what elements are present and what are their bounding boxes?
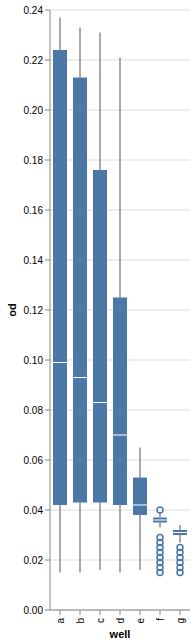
y-tick [45,160,50,161]
median [153,520,167,521]
whisker-low [180,535,181,543]
outlier [177,570,183,576]
y-tick [45,310,50,311]
box [133,478,147,516]
median [133,505,147,506]
box [113,298,127,506]
y-tick-label: 0.06 [24,455,44,466]
box [93,170,107,503]
x-tick [180,610,181,615]
y-tick [45,510,50,511]
x-tick [160,610,161,615]
y-tick-label: 0.02 [24,555,44,566]
median [113,435,127,436]
outlier [157,507,163,513]
y-tick-label: 0.10 [24,355,44,366]
box [173,530,187,535]
x-tick-label: f [155,618,166,621]
y-tick [45,610,50,611]
y-tick-label: 0.24 [24,5,44,16]
x-tick [140,610,141,615]
box [73,78,87,503]
grid-line [50,10,190,11]
whisker-low [140,515,141,570]
y-tick [45,560,50,561]
y-tick [45,260,50,261]
y-tick-label: 0.08 [24,405,44,416]
y-tick [45,210,50,211]
whisker-high [180,525,181,530]
y-tick-label: 0.16 [24,205,44,216]
y-tick-label: 0.04 [24,505,44,516]
x-tick [80,610,81,615]
y-tick [45,360,50,361]
x-tick-label: c [95,618,106,623]
median [93,402,107,403]
y-axis-line [50,10,51,610]
whisker-low [100,503,101,571]
whisker-high [60,18,61,51]
y-tick-label: 0.14 [24,255,44,266]
y-tick [45,10,50,11]
median [53,362,67,363]
x-tick-label: d [115,618,126,624]
box [53,50,67,505]
x-tick [60,610,61,615]
y-tick-label: 0.20 [24,105,44,116]
x-tick-label: a [55,618,66,624]
whisker-high [140,448,141,478]
y-tick [45,60,50,61]
x-tick-label: b [75,618,86,624]
whisker-low [160,523,161,528]
y-tick [45,460,50,461]
chart: 0.00 0.02 0.04 0.06 0.08 0.10 0.12 0.14 0.16 0.18… [0,0,195,644]
whisker-high [100,33,101,171]
whisker-low [120,505,121,573]
x-tick-label: e [135,618,146,624]
whisker-high [120,58,121,298]
x-tick [100,610,101,615]
median [73,377,87,378]
box [153,518,167,523]
x-tick-label: g [175,618,186,624]
y-tick [45,110,50,111]
x-axis-title: well [109,628,131,640]
marks [53,18,187,576]
whisker-high [80,28,81,78]
y-axis-title: od [6,303,18,316]
median [173,532,187,533]
y-tick-label: 0.12 [24,305,44,316]
y-tick-label: 0.22 [24,55,44,66]
y-tick [45,410,50,411]
outlier [157,570,163,576]
y-tick-label: 0.00 [24,605,44,616]
whisker-low [60,505,61,573]
y-tick-label: 0.18 [24,155,44,166]
whisker-low [80,503,81,573]
x-tick [120,610,121,615]
